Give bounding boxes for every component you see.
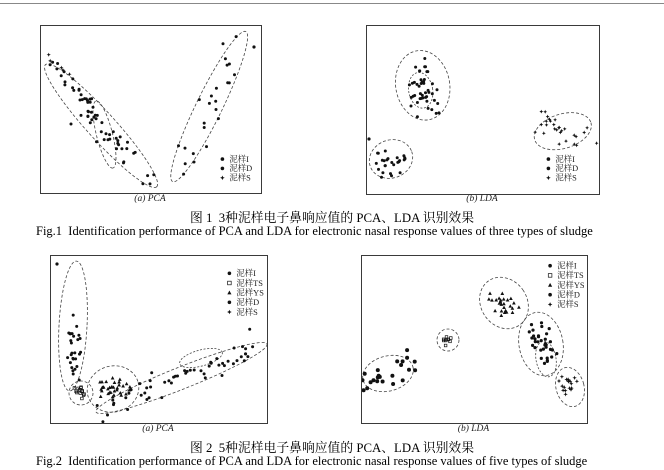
- svg-text:泥样YS: 泥样YS: [557, 280, 585, 290]
- svg-text:泥样D: 泥样D: [229, 163, 252, 173]
- svg-text:泥样YS: 泥样YS: [236, 288, 264, 298]
- svg-text:泥样S: 泥样S: [555, 173, 577, 183]
- svg-text:泥样I: 泥样I: [557, 261, 577, 271]
- svg-text:泥样S: 泥样S: [236, 307, 258, 317]
- svg-text:泥样I: 泥样I: [555, 154, 575, 164]
- svg-text:泥样I: 泥样I: [229, 154, 249, 164]
- svg-text:泥样TS: 泥样TS: [557, 270, 584, 280]
- svg-text:泥样S: 泥样S: [557, 299, 579, 309]
- svg-text:泥样D: 泥样D: [557, 290, 580, 300]
- svg-text:泥样D: 泥样D: [555, 163, 578, 173]
- svg-text:泥样TS: 泥样TS: [236, 278, 263, 288]
- svg-text:泥样S: 泥样S: [229, 173, 251, 183]
- svg-text:泥样I: 泥样I: [236, 268, 256, 278]
- svg-text:泥样D: 泥样D: [236, 297, 259, 307]
